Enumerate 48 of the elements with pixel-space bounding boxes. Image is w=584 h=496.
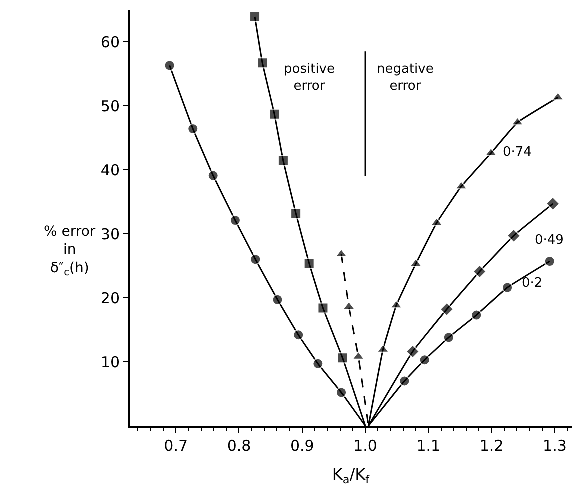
x-tick-label: 1.2 bbox=[480, 437, 504, 455]
y-tick-label: 10 bbox=[100, 353, 120, 372]
point bbox=[188, 124, 199, 135]
annotation: positive error bbox=[284, 62, 335, 94]
point bbox=[257, 58, 268, 69]
point bbox=[269, 108, 280, 120]
point bbox=[278, 156, 289, 167]
x-tick-label: 0.8 bbox=[227, 437, 252, 455]
annotation: 0·49 bbox=[535, 233, 564, 248]
point bbox=[164, 60, 176, 72]
point bbox=[208, 170, 219, 182]
x-tick-label: 1.0 bbox=[354, 437, 378, 455]
point bbox=[472, 264, 487, 279]
point bbox=[336, 387, 348, 398]
point bbox=[337, 352, 348, 364]
point bbox=[293, 330, 304, 341]
point bbox=[290, 208, 302, 220]
point bbox=[312, 358, 324, 370]
y-tick-label: 50 bbox=[100, 97, 120, 116]
point bbox=[443, 332, 454, 344]
point bbox=[440, 302, 454, 317]
y-tick-label: 40 bbox=[100, 161, 120, 180]
point bbox=[471, 310, 482, 321]
point bbox=[419, 354, 430, 366]
point bbox=[230, 215, 241, 226]
point bbox=[272, 294, 284, 306]
y-axis-title: % error in δ″$_{c}$(h) bbox=[44, 224, 96, 278]
x-tick-label: 0.7 bbox=[164, 437, 188, 455]
y-tick-label: 20 bbox=[100, 289, 120, 308]
x-tick-label: 1.3 bbox=[543, 437, 567, 455]
point bbox=[250, 254, 262, 266]
point bbox=[546, 196, 560, 211]
point bbox=[506, 228, 521, 243]
point bbox=[406, 344, 420, 359]
y-tick-label: 60 bbox=[100, 33, 120, 52]
point bbox=[399, 376, 410, 387]
annotation: negative error bbox=[377, 62, 434, 94]
point bbox=[304, 258, 315, 269]
annotation: 0·74 bbox=[503, 145, 532, 160]
x-tick-label: 1.1 bbox=[416, 437, 441, 455]
point bbox=[250, 12, 261, 23]
x-axis-title: K$_{a}$/K$_{f}$ bbox=[332, 465, 371, 487]
point bbox=[544, 256, 556, 268]
y-tick-label: 30 bbox=[100, 225, 120, 244]
x-tick-label: 0.9 bbox=[290, 437, 314, 455]
annotation: 0·2 bbox=[522, 276, 543, 291]
point bbox=[318, 302, 329, 314]
point bbox=[502, 282, 514, 294]
